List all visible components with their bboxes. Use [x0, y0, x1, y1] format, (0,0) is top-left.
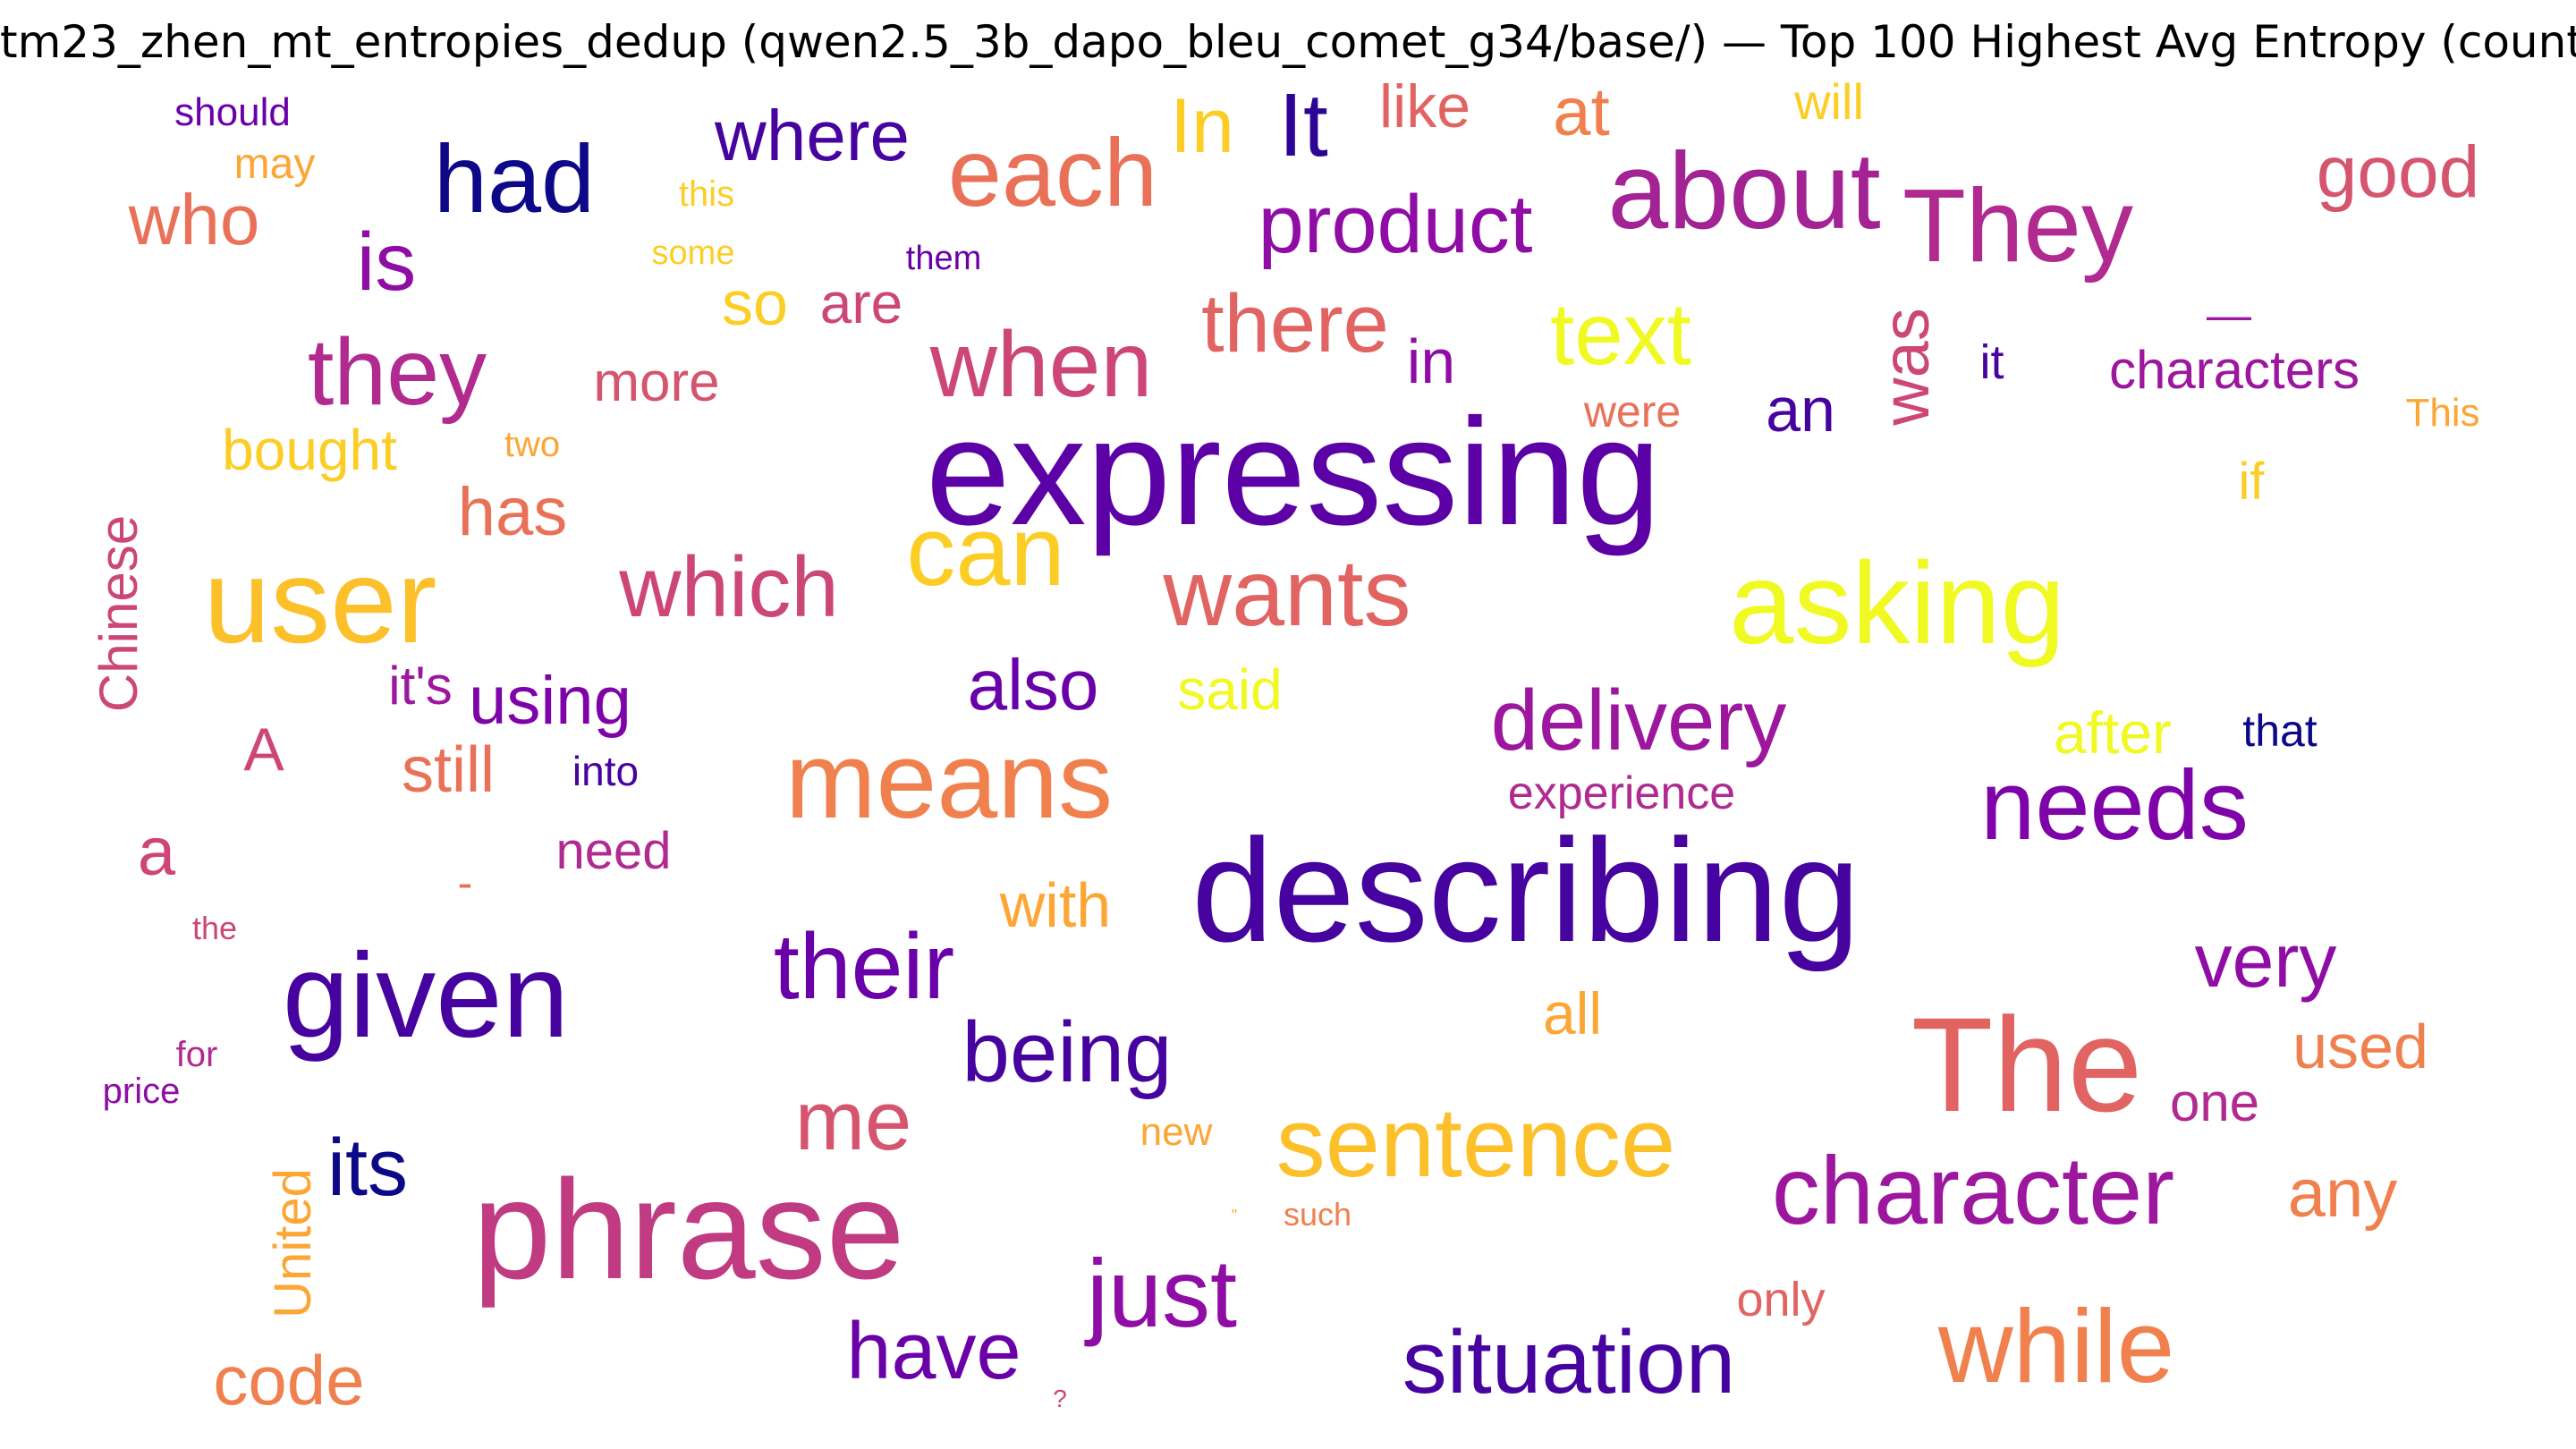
word-text: text — [1550, 284, 1691, 383]
word-united: United — [264, 1168, 322, 1318]
word-it: it — [1979, 335, 2004, 389]
word-they: They — [1902, 167, 2133, 284]
word-a: a — [137, 814, 176, 890]
word-it: It — [1278, 75, 1328, 175]
word-need: need — [555, 822, 672, 880]
word-the: The — [1911, 989, 2143, 1140]
word-just: just — [1086, 1239, 1238, 1347]
word-expressing: expressing — [925, 387, 1662, 557]
word-me: me — [794, 1073, 912, 1167]
word-experience: experience — [1507, 767, 1736, 819]
word-the: the — [191, 910, 238, 946]
word-being: being — [962, 1004, 1173, 1100]
word-more: more — [593, 352, 720, 413]
word-an: an — [1766, 375, 1835, 445]
word-that: that — [2242, 706, 2318, 756]
word-after: after — [2053, 699, 2173, 766]
word-at: at — [1553, 74, 1610, 150]
word-chinese: Chinese — [89, 514, 148, 713]
word-sentence: sentence — [1275, 1088, 1676, 1198]
word-very: very — [2194, 919, 2337, 1003]
word-only: only — [1736, 1273, 1826, 1326]
word-so: so — [722, 268, 788, 338]
word-with: with — [999, 870, 1112, 940]
word-using: using — [469, 663, 631, 739]
word-its: its — [327, 1123, 408, 1213]
word-for: for — [175, 1035, 218, 1074]
word-also: also — [967, 645, 1099, 724]
word-price: price — [102, 1072, 181, 1111]
word-into: into — [572, 748, 640, 794]
word-needs: needs — [1980, 750, 2249, 860]
word-given: given — [282, 929, 570, 1063]
word-a: A — [243, 716, 284, 784]
word-had: had — [433, 124, 596, 233]
word-this: This — [2405, 391, 2480, 435]
word-each: each — [947, 118, 1158, 226]
word-symbol-81: " — [1231, 1207, 1238, 1224]
word-it-s: it's — [388, 656, 453, 716]
chart-title: tm23_zhen_mt_entropies_dedup (qwen2.5_3b… — [0, 16, 2576, 68]
word-in: in — [1406, 326, 1456, 396]
word-describing: describing — [1191, 809, 1860, 972]
word-used: used — [2292, 1012, 2428, 1081]
word-were: were — [1583, 386, 1682, 436]
word-characters: characters — [2108, 340, 2360, 400]
word-bought: bought — [222, 418, 397, 482]
word-while: while — [1937, 1288, 2175, 1404]
word-such: such — [1283, 1196, 1352, 1233]
word-they: they — [307, 319, 487, 425]
word-this: this — [678, 174, 735, 214]
word-symbol-28: — — [2207, 290, 2251, 340]
word-product: product — [1258, 179, 1533, 270]
word-about: about — [1607, 130, 1881, 251]
word-like: like — [1378, 72, 1471, 140]
word-has: has — [457, 474, 568, 550]
word-there: there — [1201, 278, 1389, 369]
word-some: some — [651, 234, 735, 272]
word-will: will — [1794, 73, 1864, 130]
word-was: was — [1868, 308, 1943, 426]
word-new: new — [1140, 1110, 1213, 1154]
word-have: have — [846, 1307, 1021, 1396]
word-symbol-60: - — [457, 858, 473, 908]
word-their: their — [773, 915, 955, 1019]
word-if: if — [2238, 453, 2265, 511]
word-situation: situation — [1402, 1312, 1736, 1412]
word-are: are — [819, 271, 903, 335]
word-character: character — [1771, 1136, 2175, 1244]
word-wants: wants — [1163, 540, 1411, 646]
word-can: can — [906, 496, 1065, 606]
word-two: two — [504, 425, 561, 464]
word-all: all — [1542, 980, 1603, 1046]
word-symbol-90: ? — [1053, 1385, 1067, 1412]
word-means: means — [784, 719, 1114, 841]
word-which: which — [619, 539, 839, 635]
word-user: user — [203, 535, 437, 668]
word-should: should — [174, 90, 291, 134]
word-who: who — [128, 180, 260, 259]
word-them: them — [905, 240, 982, 277]
word-when: when — [929, 313, 1153, 417]
word-phrase: phrase — [472, 1151, 905, 1309]
word-good: good — [2316, 131, 2480, 213]
word-still: still — [402, 734, 495, 806]
word-said: said — [1177, 657, 1283, 722]
word-where: where — [715, 96, 910, 175]
word-asking: asking — [1729, 538, 2065, 668]
word-code: code — [213, 1341, 365, 1419]
word-one: one — [2169, 1072, 2260, 1132]
word-delivery: delivery — [1490, 673, 1787, 768]
word-may: may — [233, 140, 316, 188]
word-is: is — [356, 216, 417, 308]
word-in: In — [1170, 83, 1234, 169]
word-any: any — [2287, 1156, 2398, 1232]
